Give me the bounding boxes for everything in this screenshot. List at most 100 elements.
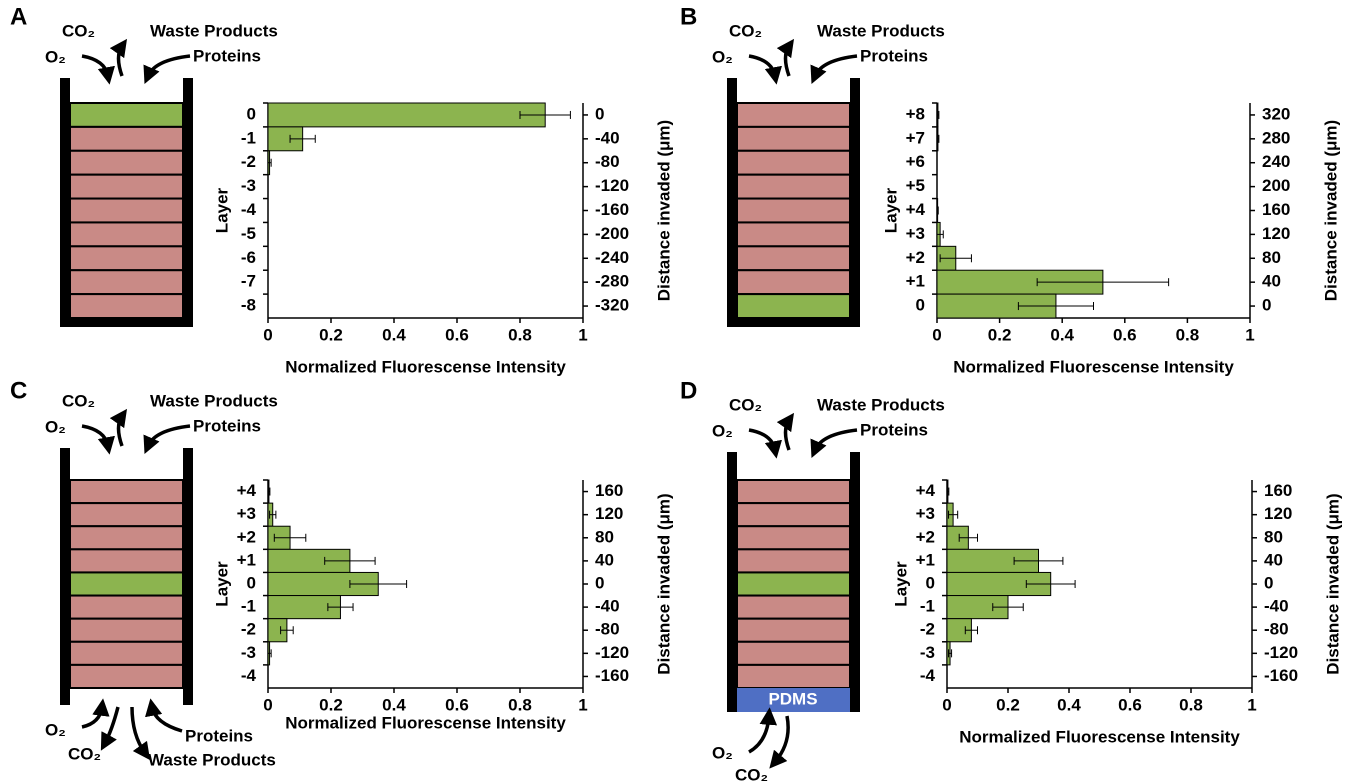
proteins-label: Proteins <box>860 46 928 65</box>
y-tick-label: -1 <box>241 597 256 616</box>
y2-tick-label: 0 <box>1262 296 1271 315</box>
error-bar <box>936 206 939 215</box>
tissue-layer <box>736 173 851 200</box>
y-tick-label: +6 <box>906 152 925 171</box>
wall <box>850 78 860 327</box>
y2-tick-label: 160 <box>595 481 623 500</box>
tissue-layer <box>736 293 851 320</box>
y-tick-label: -3 <box>241 643 256 662</box>
y-tick-label: -7 <box>241 272 256 291</box>
error-bar <box>267 487 271 496</box>
waste-label: Waste Products <box>150 391 278 410</box>
flux-arrow <box>748 707 778 754</box>
waste-label: Waste Products <box>817 21 945 40</box>
y-tick-label: -8 <box>241 296 256 315</box>
tissue-layer <box>69 594 184 620</box>
co2-label: CO₂ <box>62 391 95 410</box>
waste-label: Waste Products <box>148 750 276 769</box>
x-axis-title: Normalized Fluorescense Intensity <box>285 357 566 376</box>
wall-bottom <box>727 318 860 327</box>
panel-label: C <box>10 377 27 404</box>
co2-label: CO₂ <box>68 744 101 763</box>
x-tick-label: 0 <box>932 325 941 344</box>
x-tick-label: 0.2 <box>988 325 1012 344</box>
tissue-layer <box>736 125 851 152</box>
y2-axis-title: Distance invaded (μm) <box>1321 120 1340 301</box>
y-axis-title: Layer <box>212 561 231 607</box>
x-tick-label: 0.4 <box>1057 695 1081 714</box>
y-tick-label: -4 <box>920 666 936 685</box>
wall <box>183 448 193 705</box>
x-tick-label: 0.6 <box>445 695 469 714</box>
tissue-layer <box>69 548 184 574</box>
error-bar <box>1036 278 1170 287</box>
tissue-layer <box>69 102 184 128</box>
x-tick-label: 0.2 <box>319 695 343 714</box>
co2-label: CO₂ <box>735 765 768 783</box>
y2-tick-label: -200 <box>595 224 629 243</box>
y2-tick-label: -160 <box>595 200 629 219</box>
pdms-layer <box>737 688 850 712</box>
wall <box>727 452 737 712</box>
y-tick-label: -3 <box>920 643 935 662</box>
y-tick-label: +4 <box>906 200 926 219</box>
wall <box>183 78 193 327</box>
error-bar <box>948 510 959 519</box>
flux-arrow <box>769 715 790 769</box>
tissue-layer <box>736 640 851 666</box>
x-tick-label: 1 <box>578 325 587 344</box>
y-tick-label: -1 <box>920 597 935 616</box>
y-tick-label: 0 <box>247 104 256 123</box>
x-axis-title: Normalized Fluorescense Intensity <box>959 727 1240 746</box>
pdms-label: PDMS <box>768 689 817 708</box>
y-tick-label: +8 <box>906 104 925 123</box>
tissue-layer <box>736 197 851 224</box>
y2-tick-label: -160 <box>595 666 629 685</box>
error-bar <box>519 110 571 119</box>
y2-tick-label: -120 <box>1264 643 1298 662</box>
error-bar <box>992 603 1024 612</box>
wall-bottom <box>60 318 193 327</box>
flux-arrow <box>81 698 110 729</box>
error-bar <box>267 158 272 167</box>
co2-label: CO₂ <box>729 395 762 414</box>
y2-tick-label: -40 <box>1264 597 1289 616</box>
error-bar <box>267 649 272 658</box>
y2-tick-label: -40 <box>595 128 620 147</box>
y-tick-label: -1 <box>241 128 256 147</box>
y-tick-label: +7 <box>906 128 925 147</box>
y-tick-label: -2 <box>241 152 256 171</box>
flux-arrow <box>109 38 128 77</box>
error-bar <box>349 580 408 588</box>
x-tick-label: 1 <box>1247 695 1256 714</box>
error-bar <box>964 626 978 635</box>
y2-tick-label: -80 <box>595 620 620 639</box>
y-tick-label: +5 <box>906 176 925 195</box>
tissue-layer <box>69 149 184 176</box>
wall <box>850 452 860 712</box>
proteins-label: Proteins <box>193 46 261 65</box>
x-tick-label: 0.2 <box>996 695 1020 714</box>
y-tick-label: +2 <box>906 248 925 267</box>
y2-axis-title: Distance invaded (μm) <box>654 120 673 301</box>
x-tick-label: 0.6 <box>1118 695 1142 714</box>
error-bar <box>327 603 354 612</box>
proteins-label: Proteins <box>185 726 253 745</box>
tissue-layer <box>736 571 851 597</box>
y-tick-label: +3 <box>237 504 256 523</box>
co2-label: CO₂ <box>62 21 95 40</box>
y-tick-label: +2 <box>916 527 935 546</box>
waste-label: Waste Products <box>817 395 945 414</box>
panel-label: B <box>680 3 697 30</box>
x-tick-label: 1 <box>578 695 587 714</box>
x-tick-label: 0.8 <box>508 695 532 714</box>
error-bar <box>1017 302 1094 311</box>
error-bar <box>269 510 277 519</box>
y-tick-label: 0 <box>926 573 935 592</box>
tissue-layer <box>736 102 851 128</box>
tissue-layer <box>69 571 184 597</box>
co2-label: CO₂ <box>729 21 762 40</box>
tissue-layer <box>736 594 851 620</box>
tissue-layer <box>736 269 851 296</box>
